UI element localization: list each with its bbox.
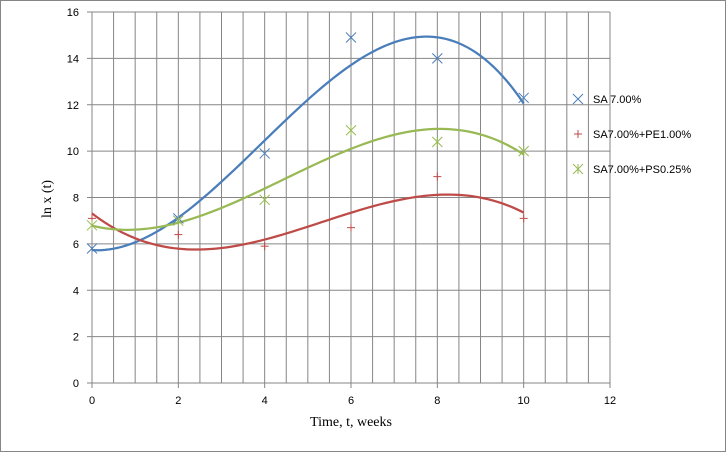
y-tick-label: 2: [73, 332, 79, 344]
legend: SA 7.00% SA7.00%+PE1.00% SA7.00%+PS0.25%: [572, 93, 691, 176]
x-tick-label: 12: [604, 395, 616, 407]
trendlines: [91, 35, 525, 252]
data-point: [259, 194, 271, 206]
y-tick-label: 4: [73, 285, 79, 297]
data-point: [347, 223, 355, 232]
data-point: [518, 92, 530, 104]
x-tick-label: 2: [175, 395, 181, 407]
legend-label: SA7.00%+PE1.00%: [593, 129, 691, 141]
y-tick-label: 14: [67, 53, 79, 65]
data-point: [86, 243, 98, 254]
tick-labels: 0 2 4 6 8 10 12 14 16 0 2 4 6 8 10 12: [67, 7, 616, 407]
data-point: [433, 172, 442, 181]
trendline: [91, 127, 525, 231]
data-point: [431, 53, 443, 64]
data-point: [519, 214, 528, 223]
trendline: [91, 193, 525, 251]
trendline: [91, 35, 525, 252]
y-tick-label: 0: [73, 378, 79, 390]
data-point: [259, 148, 271, 159]
data-point: [431, 136, 443, 148]
legend-label: SA7.00%+PS0.25%: [593, 164, 691, 176]
data-point: [345, 124, 357, 136]
y-tick-label: 16: [67, 7, 79, 19]
data-point: [172, 215, 184, 227]
y-tick-label: 8: [73, 193, 79, 205]
x-tick-label: 10: [518, 395, 530, 407]
legend-label: SA 7.00%: [593, 94, 642, 106]
legend-marker: [574, 130, 582, 138]
legend-marker: [572, 93, 584, 105]
legend-marker: [572, 163, 584, 175]
y-tick-label: 10: [67, 146, 79, 158]
data-point: [174, 230, 183, 239]
x-tick-label: 0: [89, 395, 95, 407]
data-point: [518, 145, 530, 157]
gridlines: [91, 11, 611, 384]
x-axis-title: Time, t, weeks: [310, 415, 392, 430]
y-tick-label: 6: [73, 239, 79, 251]
y-tick-label: 12: [67, 100, 79, 112]
data-points: [86, 32, 530, 254]
x-tick-label: 8: [434, 395, 440, 407]
y-axis-title: ln x (t): [40, 180, 55, 218]
data-point: [86, 219, 98, 231]
x-tick-label: 4: [262, 395, 268, 407]
axes: [87, 11, 611, 388]
data-point: [260, 242, 269, 251]
data-point: [345, 32, 357, 43]
x-tick-label: 6: [348, 395, 354, 407]
